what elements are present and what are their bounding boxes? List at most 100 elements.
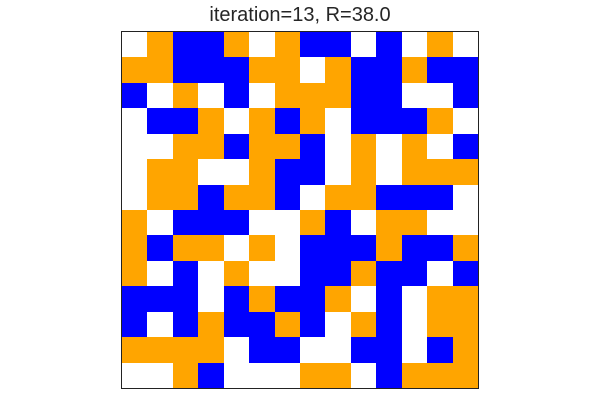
grid-cell-orange xyxy=(300,210,326,236)
grid-cell-orange xyxy=(249,235,275,261)
grid-cell-orange xyxy=(172,159,199,185)
grid-cell-orange xyxy=(452,159,478,185)
grid-cell-blue xyxy=(274,286,300,312)
grid-cell-orange xyxy=(147,184,173,210)
grid-cell-white xyxy=(198,159,224,185)
grid-cell-blue xyxy=(300,311,326,338)
grid-cell-white xyxy=(325,108,351,134)
grid-cell-blue xyxy=(300,133,326,160)
grid-cell-blue xyxy=(452,82,478,109)
grid-cell-orange xyxy=(401,362,428,388)
grid-cell-white xyxy=(147,133,173,160)
grid-cell-orange xyxy=(452,362,478,388)
grid-cell-blue xyxy=(376,184,402,210)
grid-cell-white xyxy=(249,32,275,58)
grid-cell-orange xyxy=(147,159,173,185)
grid-cell-blue xyxy=(172,108,199,134)
grid-cell-white xyxy=(147,362,173,388)
grid-cell-white xyxy=(401,32,428,58)
grid-cell-orange xyxy=(376,210,402,236)
grid-cell-white xyxy=(401,286,428,312)
grid-cell-white xyxy=(223,235,250,261)
grid-cell-orange xyxy=(325,362,351,388)
grid-cell-blue xyxy=(274,184,300,210)
grid-cell-orange xyxy=(122,235,148,261)
grid-cell-white xyxy=(147,311,173,338)
grid-cell-blue xyxy=(325,32,351,58)
grid-cell-orange xyxy=(325,82,351,109)
grid-cell-orange xyxy=(452,235,478,261)
grid-cell-white xyxy=(274,210,300,236)
grid-cell-white xyxy=(427,82,453,109)
grid-cell-white xyxy=(122,362,148,388)
grid-cell-orange xyxy=(249,184,275,210)
grid-cell-white xyxy=(350,286,377,312)
grid-cell-blue xyxy=(147,235,173,261)
grid-cell-orange xyxy=(350,184,377,210)
grid-cell-orange xyxy=(249,133,275,160)
grid-cell-blue xyxy=(274,159,300,185)
grid-cell-blue xyxy=(300,159,326,185)
grid-cell-orange xyxy=(401,57,428,83)
grid-cell-white xyxy=(376,159,402,185)
grid-cell-blue xyxy=(223,210,250,236)
grid-cell-blue xyxy=(376,286,402,312)
grid-cell-orange xyxy=(198,235,224,261)
grid-cell-white xyxy=(427,210,453,236)
grid-cell-white xyxy=(198,260,224,287)
grid-cell-blue xyxy=(223,82,250,109)
grid-cell-orange xyxy=(300,362,326,388)
grid-cell-orange xyxy=(147,32,173,58)
grid-cell-blue xyxy=(376,311,402,338)
grid-cell-orange xyxy=(350,260,377,287)
grid-cell-blue xyxy=(325,260,351,287)
grid-cell-orange xyxy=(122,210,148,236)
grid-cell-orange xyxy=(274,133,300,160)
grid-cell-orange xyxy=(172,235,199,261)
grid-cell-blue xyxy=(452,57,478,83)
cell-grid xyxy=(121,31,479,389)
grid-cell-orange xyxy=(172,133,199,160)
grid-cell-blue xyxy=(427,184,453,210)
grid-cell-white xyxy=(249,260,275,287)
grid-cell-orange xyxy=(325,57,351,83)
grid-cell-blue xyxy=(172,260,199,287)
grid-cell-orange xyxy=(401,159,428,185)
grid-cell-white xyxy=(274,235,300,261)
grid-cell-blue xyxy=(223,57,250,83)
grid-cell-orange xyxy=(274,32,300,58)
grid-cell-white xyxy=(452,108,478,134)
grid-cell-white xyxy=(122,159,148,185)
grid-cell-orange xyxy=(122,260,148,287)
grid-cell-white xyxy=(274,260,300,287)
grid-cell-orange xyxy=(198,311,224,338)
grid-cell-orange xyxy=(249,159,275,185)
grid-cell-white xyxy=(223,362,250,388)
grid-cell-blue xyxy=(172,210,199,236)
grid-cell-blue xyxy=(147,286,173,312)
grid-cell-white xyxy=(427,260,453,287)
grid-cell-orange xyxy=(147,57,173,83)
grid-cell-orange xyxy=(172,337,199,363)
grid-cell-blue xyxy=(147,108,173,134)
grid-cell-blue xyxy=(300,286,326,312)
grid-cell-blue xyxy=(452,260,478,287)
grid-cell-white xyxy=(452,184,478,210)
grid-cell-blue xyxy=(198,32,224,58)
grid-cell-orange xyxy=(452,286,478,312)
grid-cell-orange xyxy=(427,108,453,134)
grid-cell-orange xyxy=(274,82,300,109)
grid-cell-blue xyxy=(350,57,377,83)
grid-cell-blue xyxy=(427,235,453,261)
grid-cell-blue xyxy=(376,57,402,83)
grid-cell-blue xyxy=(350,235,377,261)
grid-cell-blue xyxy=(249,311,275,338)
grid-cell-orange xyxy=(198,133,224,160)
grid-cell-orange xyxy=(452,337,478,363)
grid-cell-blue xyxy=(172,57,199,83)
grid-cell-blue xyxy=(427,57,453,83)
grid-cell-white xyxy=(427,133,453,160)
grid-cell-blue xyxy=(350,337,377,363)
grid-cell-orange xyxy=(401,210,428,236)
grid-cell-blue xyxy=(300,235,326,261)
